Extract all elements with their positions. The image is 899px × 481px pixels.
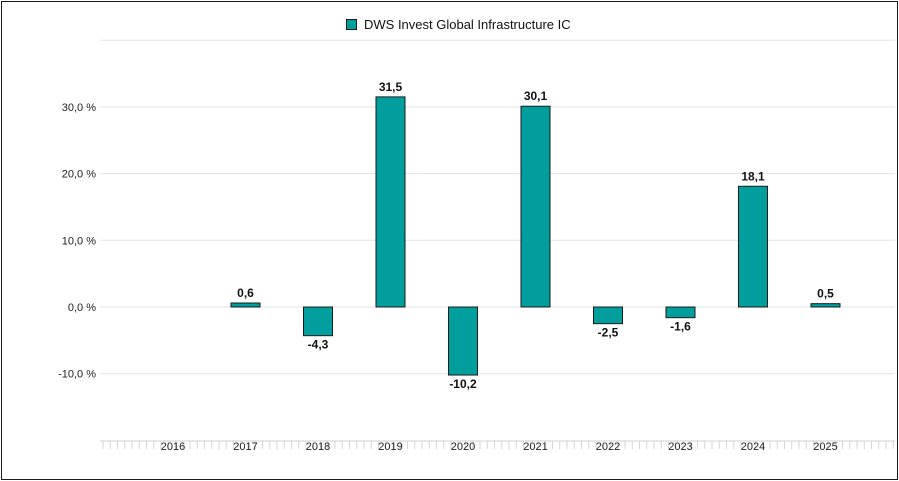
data-label: 31,5 <box>379 80 403 94</box>
y-tick-label: 0,0 % <box>68 302 96 314</box>
bar[interactable] <box>448 306 478 376</box>
bar[interactable] <box>520 105 551 308</box>
data-label: 0,6 <box>237 286 254 300</box>
y-tick-label: 20,0 % <box>62 169 96 181</box>
x-tick-label: 2018 <box>306 441 330 453</box>
x-tick-label: 2022 <box>596 441 620 453</box>
data-labels: 0,6 -4,3 31,5 -10,2 30,1 -2,5 -1,6 18,1 0,5 <box>237 80 834 391</box>
bar[interactable] <box>375 96 406 308</box>
y-tick-label: -10,0 % <box>58 369 96 381</box>
bars <box>230 96 841 376</box>
x-tick-label: 2019 <box>378 441 402 453</box>
bar[interactable] <box>665 306 696 319</box>
x-tick-label: 2025 <box>813 441 837 453</box>
x-tick-label: 2023 <box>668 441 692 453</box>
bar[interactable] <box>303 306 333 337</box>
x-tick-label: 2024 <box>741 441 765 453</box>
y-tick-label: 30,0 % <box>62 102 96 114</box>
legend-label: DWS Invest Global Infrastructure IC <box>364 16 571 32</box>
x-tick-label: 2017 <box>233 441 257 453</box>
data-label: -1,6 <box>670 320 691 334</box>
x-tick-label: 2020 <box>451 441 475 453</box>
x-tick-label: 2016 <box>161 441 185 453</box>
x-axis: 2016 2017 2018 2019 2020 2021 2022 2023 2024 2025 <box>100 440 895 453</box>
data-label: -2,5 <box>598 326 619 340</box>
legend-swatch <box>346 18 357 30</box>
x-tick-label: 2021 <box>523 441 547 453</box>
gridlines <box>100 39 895 375</box>
data-label: 0,5 <box>817 287 834 301</box>
bar[interactable] <box>230 302 261 308</box>
data-label: -10,2 <box>449 377 477 391</box>
bar[interactable] <box>810 303 841 308</box>
y-axis: 30,0 % 20,0 % 10,0 % 0,0 % -10,0 % <box>58 102 96 381</box>
legend[interactable]: DWS Invest Global Infrastructure IC <box>346 15 571 33</box>
bar[interactable] <box>593 306 623 325</box>
data-label: 18,1 <box>741 169 765 183</box>
y-tick-label: 10,0 % <box>62 235 96 247</box>
bar[interactable] <box>738 185 768 308</box>
data-label: 30,1 <box>524 89 548 103</box>
data-label: -4,3 <box>308 338 329 352</box>
